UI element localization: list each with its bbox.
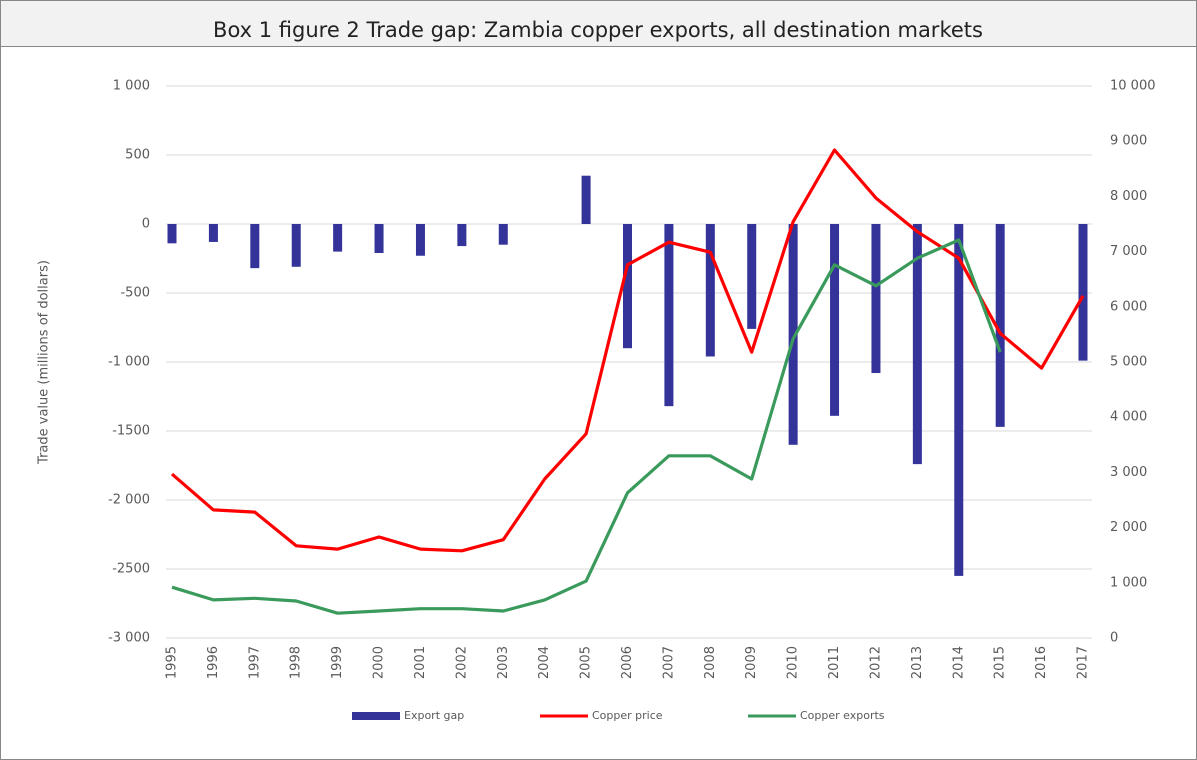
x-tick-label: 2006	[620, 646, 635, 679]
y2-tick-label: 2 000	[1110, 520, 1147, 535]
legend-swatch	[352, 712, 400, 720]
x-tick-label: 2007	[661, 646, 676, 679]
x-tick-label: 2001	[413, 646, 428, 679]
y2-tick-label: 6 000	[1110, 299, 1147, 314]
y-tick-label: 500	[125, 148, 150, 163]
bar	[208, 224, 218, 242]
bar	[291, 224, 301, 267]
bar	[333, 224, 343, 252]
bar	[664, 224, 674, 407]
bar	[581, 175, 591, 224]
x-tick-label: 2011	[827, 646, 842, 679]
legend-label: Copper price	[592, 709, 663, 722]
y2-tick-label: 1 000	[1110, 575, 1147, 590]
bar	[1078, 224, 1088, 361]
x-tick-label: 2004	[537, 646, 552, 679]
y-tick-label: 1 000	[113, 79, 150, 94]
x-tick-label: 1997	[247, 646, 262, 679]
bar	[623, 224, 632, 349]
x-tick-label: 2016	[1034, 646, 1049, 679]
bar	[415, 224, 425, 256]
x-tick-label: 1998	[289, 646, 304, 679]
x-tick-label: 1996	[206, 646, 221, 679]
y2-tick-label: 3 000	[1110, 465, 1147, 480]
y-axis-label: Trade value (millions of dollars)	[37, 260, 52, 465]
bar	[498, 224, 508, 245]
x-tick-label: 2005	[579, 646, 594, 679]
bar	[747, 224, 757, 329]
x-tick-label: 2003	[496, 646, 511, 679]
x-tick-label: 2013	[910, 646, 925, 679]
bar	[830, 224, 840, 416]
chart-title: Box 1 figure 2 Trade gap: Zambia copper …	[213, 18, 983, 42]
x-tick-label: 2002	[454, 646, 469, 679]
bar	[250, 224, 260, 269]
bar	[954, 224, 964, 576]
y2-tick-label: 5 000	[1110, 355, 1147, 370]
x-tick-label: 2015	[993, 646, 1008, 679]
bar	[705, 224, 715, 357]
legend-label: Copper exports	[800, 709, 885, 722]
bar	[167, 224, 177, 244]
bar	[457, 224, 467, 247]
bar	[788, 224, 798, 445]
x-tick-label: 2010	[786, 646, 801, 679]
y-tick-label: -500	[120, 286, 150, 301]
bar	[871, 224, 881, 374]
x-tick-label: 2017	[1076, 646, 1091, 679]
y-tick-label: 0	[142, 217, 150, 232]
x-tick-label: 2000	[372, 646, 387, 679]
y-tick-label: -3 000	[108, 631, 150, 646]
x-tick-label: 2014	[951, 646, 966, 679]
y-tick-label: -1500	[112, 424, 150, 439]
bar	[995, 224, 1005, 427]
y2-tick-label: 10 000	[1110, 79, 1156, 94]
y2-tick-label: 8 000	[1110, 189, 1147, 204]
y2-tick-label: 9 000	[1110, 134, 1147, 149]
line	[171, 238, 1002, 615]
bar	[912, 224, 922, 465]
y2-tick-label: 0	[1110, 631, 1118, 646]
y2-tick-label: 4 000	[1110, 410, 1147, 425]
y-tick-label: -1 000	[108, 355, 150, 370]
x-tick-label: 2009	[744, 646, 759, 679]
y2-tick-label: 7 000	[1110, 244, 1147, 259]
bar	[374, 224, 384, 253]
x-tick-label: 1999	[330, 646, 345, 679]
legend-label: Export gap	[404, 709, 464, 722]
title-bar	[0, 0, 1197, 47]
y-tick-label: -2 000	[108, 493, 150, 508]
y-tick-label: -2500	[112, 562, 150, 577]
x-tick-label: 2008	[703, 646, 718, 679]
x-tick-label: 2012	[868, 646, 883, 679]
x-tick-label: 1995	[165, 646, 180, 679]
line	[170, 148, 1085, 553]
